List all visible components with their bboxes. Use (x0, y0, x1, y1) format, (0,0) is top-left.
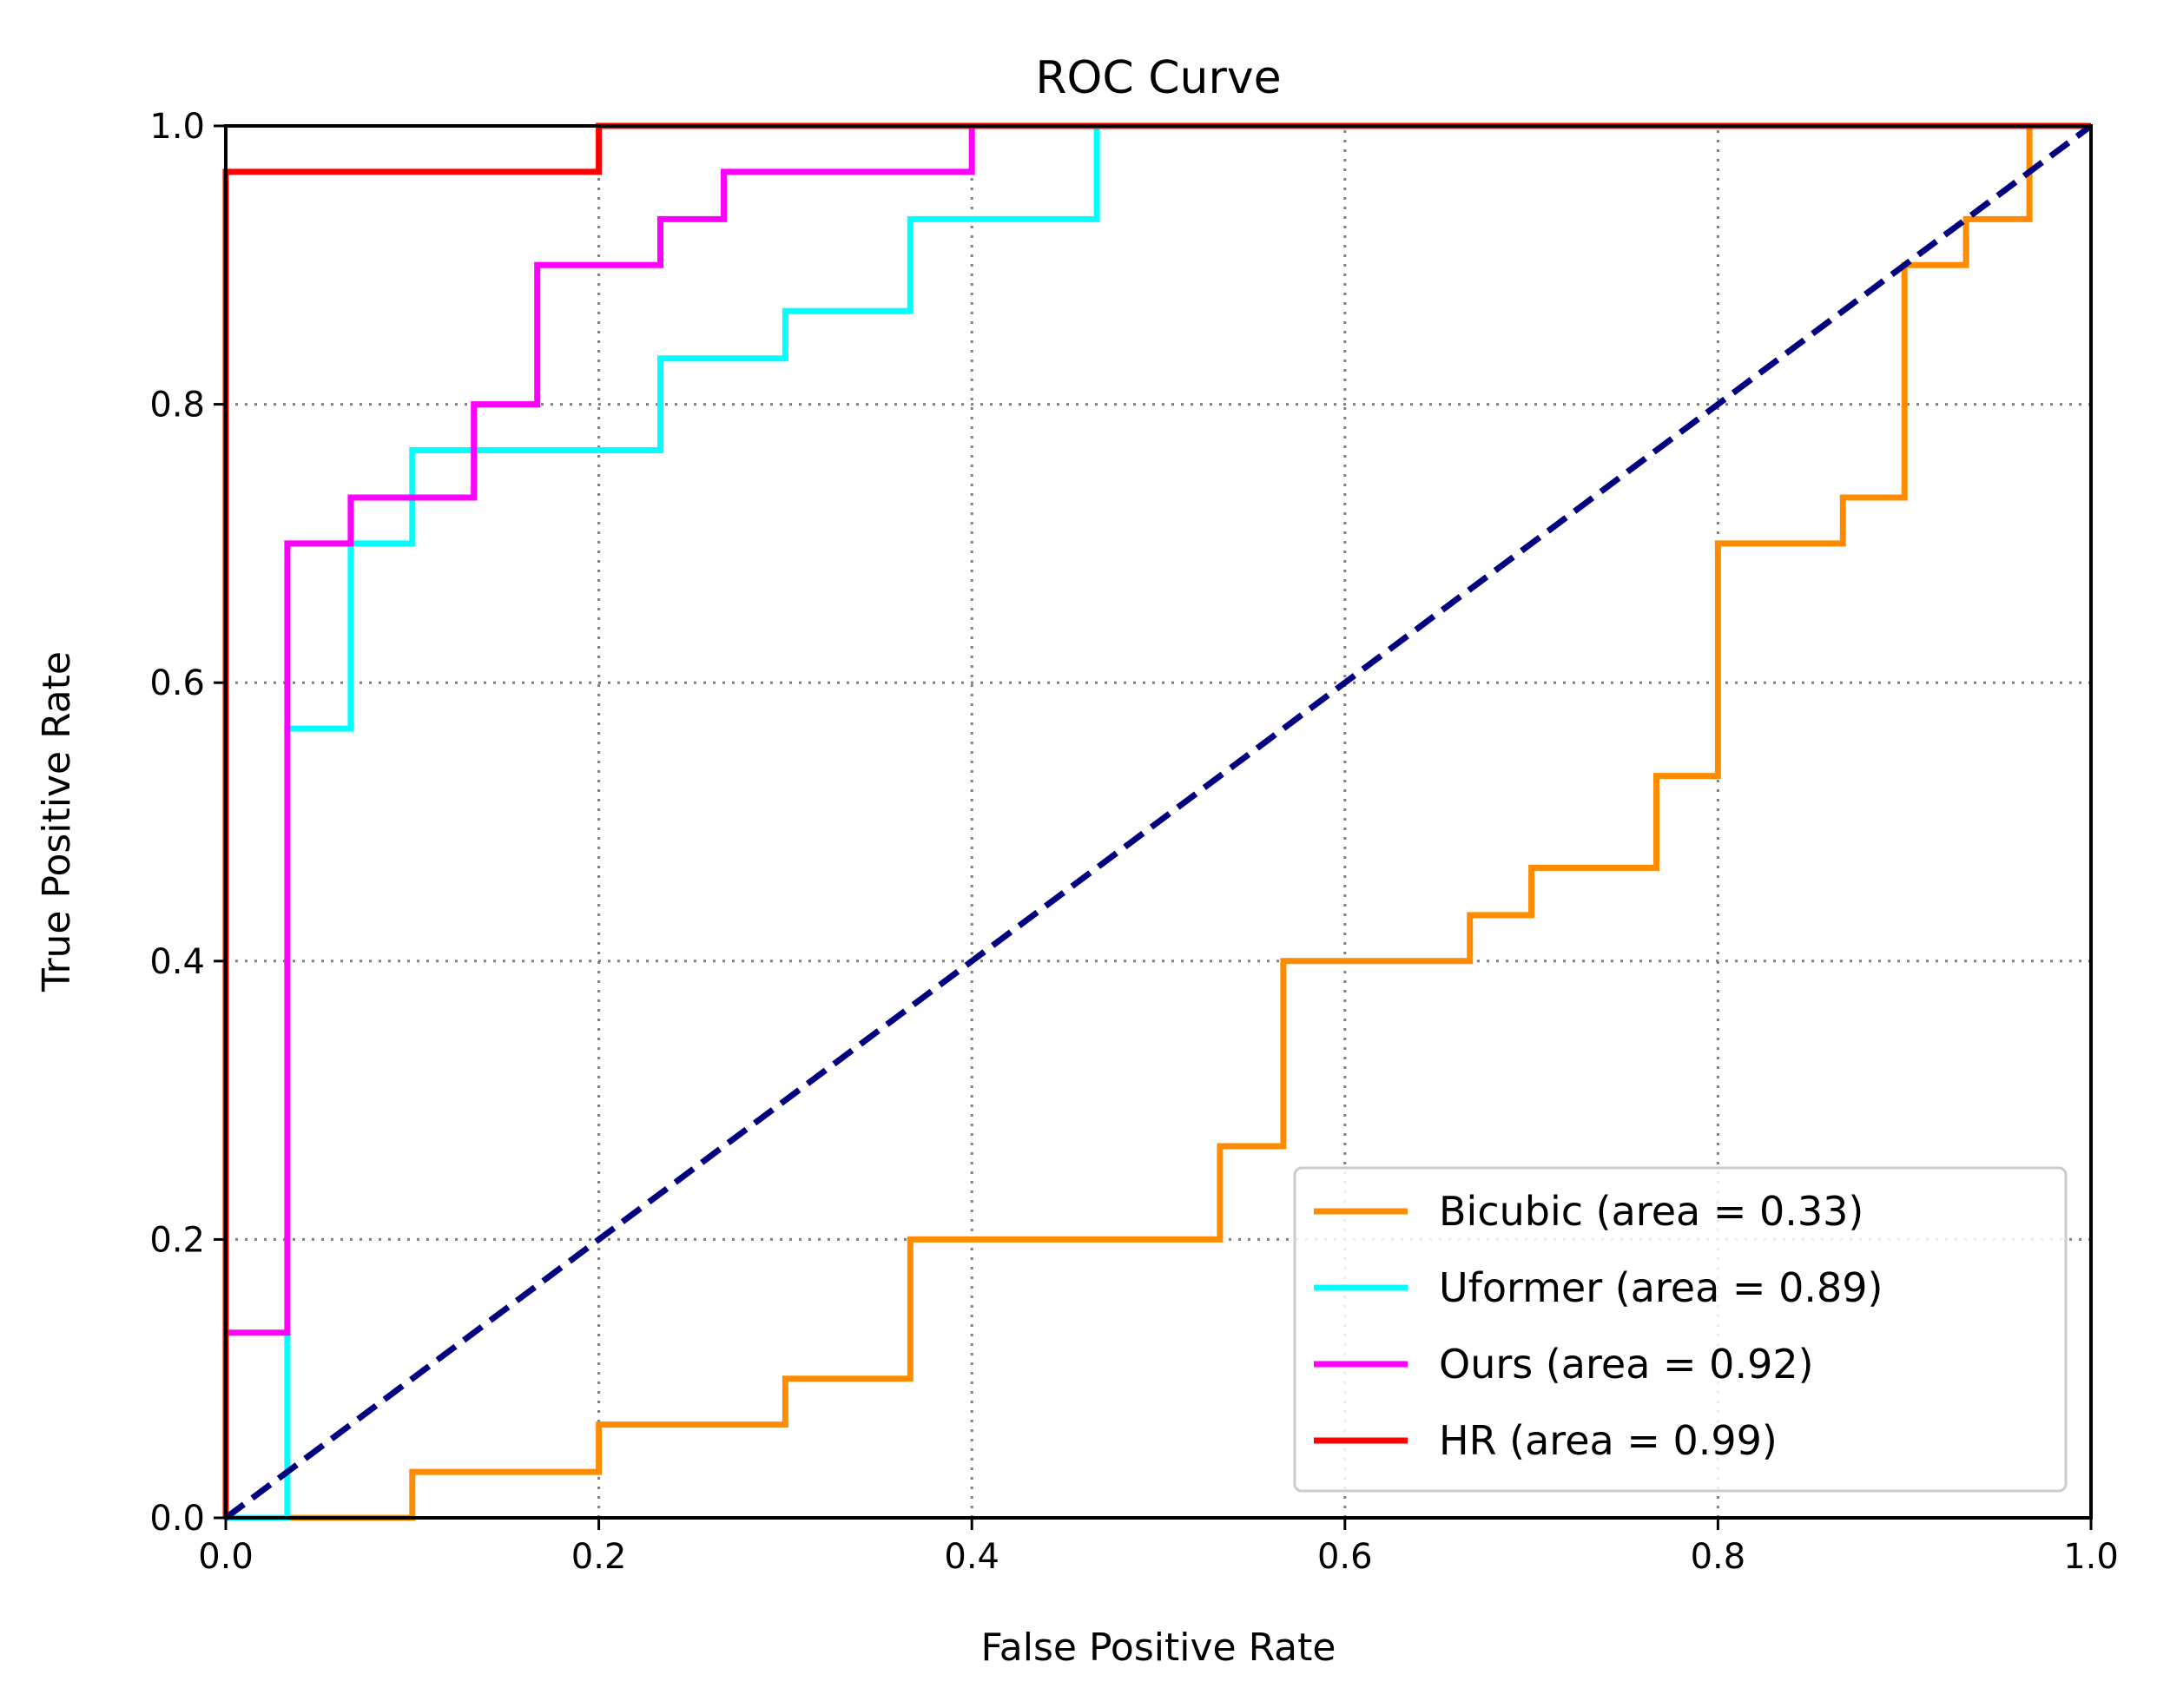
legend: Bicubic (area = 0.33) Uformer (area = 0.8… (1293, 1166, 2068, 1493)
series-line-ours (222, 122, 2091, 1518)
x-tick-label-0: 0.0 (198, 1537, 254, 1577)
legend-box (1293, 1166, 2068, 1493)
plot-frame (224, 124, 2093, 1520)
y-tick-label-1: 0.2 (149, 1220, 205, 1260)
y-tick-label-2: 0.4 (149, 942, 205, 982)
axis-ticks: 0.0 0.2 0.4 0.6 0.8 1.0 0.0 0.2 0.4 0.6 0.8 1.0 (149, 107, 2118, 1577)
chart-title: ROC Curve (1035, 52, 1281, 104)
x-tick-label-1: 0.2 (571, 1537, 627, 1577)
y-tick-label-5: 1.0 (149, 107, 205, 147)
legend-label-uformer: Uformer (area = 0.89) (1439, 1264, 1883, 1311)
legend-label-ours: Ours (area = 0.92) (1439, 1341, 1814, 1388)
x-tick-label-3: 0.6 (1317, 1537, 1373, 1577)
y-tick-label-4: 0.8 (149, 386, 205, 425)
y-axis-label: True Positive Rate (35, 651, 79, 992)
y-tick-label-3: 0.6 (149, 663, 205, 703)
x-tick-label-2: 0.4 (944, 1537, 999, 1577)
legend-label-bicubic: Bicubic (area = 0.33) (1439, 1188, 1863, 1235)
y-tick-label-0: 0.0 (149, 1499, 205, 1539)
x-tick-label-4: 0.8 (1691, 1537, 1746, 1577)
x-tick-label-5: 1.0 (2063, 1537, 2119, 1577)
x-axis-label: False Positive Rate (981, 1626, 1336, 1670)
reference-line-layer (223, 123, 2094, 1520)
legend-label-hr: HR (area = 0.99) (1439, 1417, 1778, 1464)
reference-diagonal-line (223, 123, 2094, 1520)
